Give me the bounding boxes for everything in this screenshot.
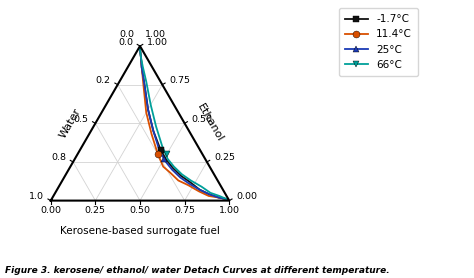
Text: 0.8: 0.8 (51, 153, 66, 162)
Legend: -1.7°C, 11.4°C, 25°C, 66°C: -1.7°C, 11.4°C, 25°C, 66°C (339, 8, 419, 76)
Text: 0.75: 0.75 (174, 206, 195, 215)
Text: 0.25: 0.25 (85, 206, 106, 215)
Text: 1.00: 1.00 (219, 206, 240, 215)
Text: Figure 3. kerosene/ ethanol/ water Detach Curves at different temperature.: Figure 3. kerosene/ ethanol/ water Detac… (5, 266, 389, 275)
Text: 0.00: 0.00 (40, 206, 61, 215)
Text: Ethanol: Ethanol (195, 103, 225, 144)
Text: 1.0: 1.0 (29, 192, 44, 201)
Text: 0.75: 0.75 (169, 76, 190, 85)
Text: 0.0: 0.0 (119, 30, 135, 39)
Text: 1.00: 1.00 (147, 38, 168, 46)
Text: 0.5: 0.5 (73, 115, 89, 124)
Text: Kerosene-based surrogate fuel: Kerosene-based surrogate fuel (60, 225, 220, 235)
Text: 0.00: 0.00 (236, 192, 257, 201)
Text: 0.2: 0.2 (96, 76, 111, 85)
Text: 0.25: 0.25 (214, 153, 235, 162)
Text: 0.50: 0.50 (129, 206, 150, 215)
Text: 1.00: 1.00 (146, 30, 166, 39)
Text: Water: Water (58, 106, 83, 140)
Text: 0.0: 0.0 (118, 38, 133, 46)
Text: 0.50: 0.50 (191, 115, 212, 124)
